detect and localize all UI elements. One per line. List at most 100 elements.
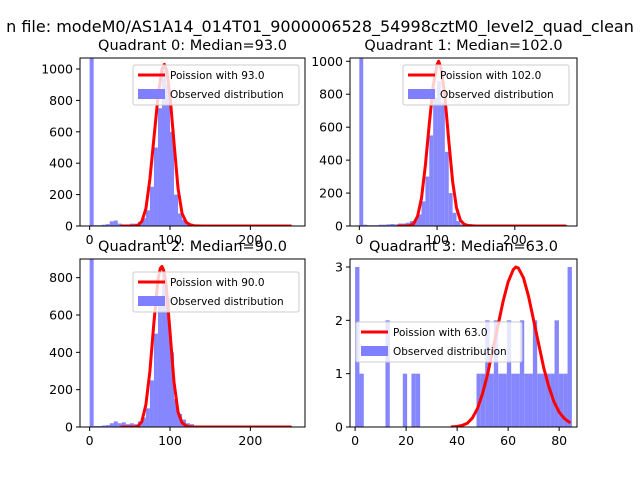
chart-panel-1: Quadrant 1: Median=102.0 0 100 200 0 200 400 60… — [311, 38, 578, 247]
histogram-bar — [382, 224, 387, 226]
chart-title: Quadrant 3: Median=63.0 — [369, 239, 558, 255]
y-tick-label: 800 — [319, 87, 343, 102]
histogram-bar — [493, 320, 499, 427]
y-tick-label: 800 — [49, 93, 73, 108]
legend-hist-label: Observed distribution — [170, 89, 284, 101]
chart-title: Quadrant 1: Median=102.0 — [364, 38, 562, 54]
poisson-curve — [120, 62, 293, 226]
chart-panel-3: Quadrant 3: Median=63.0 0 20 40 60 80 0 1 2 3 Pois… — [335, 239, 578, 448]
histogram-bar — [411, 373, 416, 427]
histogram-bar — [402, 373, 408, 427]
plot-area — [355, 265, 572, 427]
y-tick-label: 600 — [49, 124, 73, 139]
chart-title: Quadrant 0: Median=93.0 — [98, 38, 287, 54]
histogram-bar — [105, 224, 110, 226]
x-tick-label: 0 — [355, 232, 363, 247]
y-tick-label: 200 — [319, 186, 343, 201]
histogram-bar — [89, 58, 94, 226]
histogram-bar — [537, 373, 542, 427]
histogram-bar — [182, 219, 187, 226]
chart-legend: Poission with 90.0 Observed distribution — [132, 271, 300, 313]
legend-hist-swatch — [408, 89, 435, 99]
histogram-bar — [429, 135, 434, 226]
histogram-bar — [511, 373, 516, 427]
histogram-bar — [117, 423, 122, 427]
chart-legend: Poission with 93.0 Observed distribution — [132, 64, 300, 106]
histogram-bar — [386, 224, 391, 226]
axes-frame — [79, 258, 306, 428]
histogram-bar — [498, 373, 503, 427]
legend-hist-swatch — [138, 89, 165, 99]
histogram-bar — [448, 193, 453, 226]
histogram-bar — [519, 320, 525, 427]
x-tick-label: 20 — [398, 433, 414, 448]
x-tick-label: 100 — [158, 232, 182, 247]
histogram-bar — [433, 97, 438, 226]
histogram-bar — [528, 373, 533, 427]
plot-area — [89, 58, 293, 226]
x-tick-label: 200 — [238, 433, 262, 448]
y-tick-label: 0 — [335, 420, 343, 435]
histogram-bar — [480, 373, 486, 427]
histogram-bar — [89, 259, 94, 427]
x-tick-label: 0 — [86, 433, 94, 448]
y-tick-label: 600 — [49, 308, 73, 323]
histogram-bar — [506, 320, 512, 427]
histogram-bar — [460, 224, 465, 226]
histogram-bar — [567, 267, 572, 427]
histogram-bar — [456, 221, 461, 226]
x-tick-label: 0 — [86, 232, 94, 247]
axes-frame — [349, 258, 578, 428]
histogram-bar — [563, 373, 568, 427]
histogram-bar — [502, 373, 507, 427]
histogram-bar — [515, 373, 520, 427]
legend-hist-swatch — [361, 346, 388, 356]
y-tick-label: 1000 — [311, 54, 343, 69]
legend-line-label: Poission with 93.0 — [170, 70, 265, 82]
histogram-bar — [141, 218, 146, 226]
histogram-bar — [149, 186, 154, 226]
histogram-bar — [541, 373, 546, 427]
y-tick-label: 200 — [49, 382, 73, 397]
histogram-bar — [415, 373, 421, 427]
x-tick-label: 100 — [158, 433, 182, 448]
axes-frame — [79, 57, 306, 227]
histogram-bar — [378, 224, 383, 226]
chart-legend: Poission with 102.0 Observed distribution — [402, 64, 570, 106]
legend-box — [402, 64, 570, 106]
histogram-bar — [165, 296, 170, 427]
histogram-bar — [145, 408, 150, 427]
histogram-bar — [440, 102, 445, 226]
histogram-bar — [165, 84, 170, 226]
histogram-bar — [390, 224, 395, 226]
histogram-bar — [359, 373, 364, 427]
legend-hist-swatch — [138, 296, 165, 306]
histogram-bar — [101, 224, 106, 226]
legend-hist-label: Observed distribution — [440, 89, 554, 101]
y-tick-label: 400 — [49, 345, 73, 360]
legend-hist-label: Observed distribution — [393, 346, 507, 358]
chart-legend: Poission with 63.0 Observed distribution — [355, 321, 523, 363]
legend-line-label: Poission with 63.0 — [393, 327, 488, 339]
chart-panel-2: Quadrant 2: Median=90.0 0 100 200 0 200 400 600… — [49, 239, 306, 448]
histogram-bar — [101, 425, 106, 427]
histogram-bar — [113, 220, 118, 226]
legend-line-label: Poission with 90.0 — [170, 277, 265, 289]
histogram-bar — [444, 151, 449, 226]
legend-box — [355, 321, 523, 363]
histogram-bar — [385, 320, 390, 427]
histogram-bar — [121, 422, 126, 427]
histogram-bar — [161, 273, 166, 427]
x-tick-label: 200 — [503, 232, 527, 247]
histogram-bar — [170, 131, 175, 226]
x-tick-label: 0 — [351, 433, 359, 448]
histogram-bar — [117, 223, 122, 226]
axes-frame — [349, 57, 578, 227]
histogram-bar — [170, 352, 175, 427]
histogram-bar — [452, 212, 457, 226]
histogram-bar — [109, 221, 114, 226]
histogram-bar — [105, 425, 110, 427]
poisson-curve — [450, 265, 571, 427]
histogram-bar — [174, 399, 179, 427]
